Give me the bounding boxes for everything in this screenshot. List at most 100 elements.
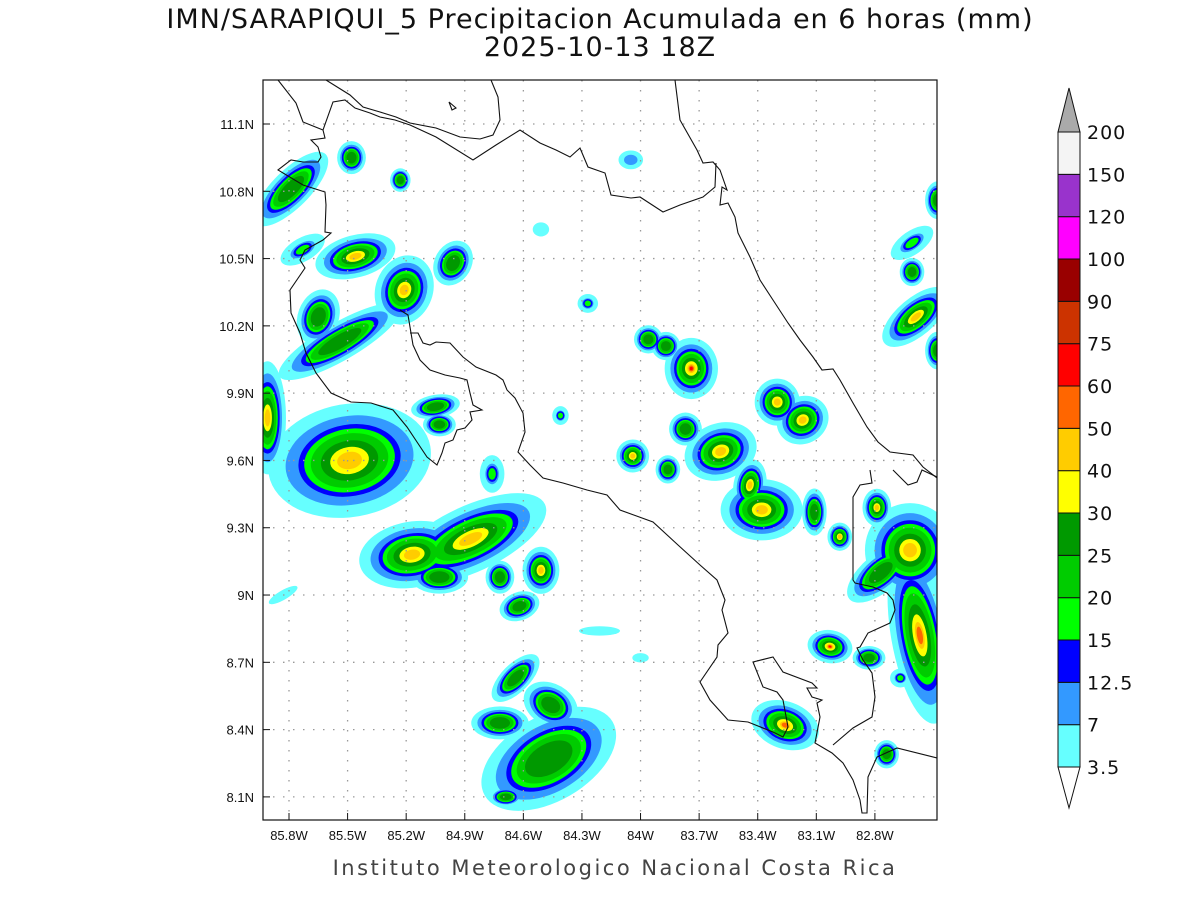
colorbar-label: 7	[1087, 715, 1100, 737]
precip-contour-25	[277, 175, 305, 203]
precip-contour-15	[905, 237, 919, 249]
lat-tick-label: 10.5N	[219, 252, 254, 267]
colorbar-swatch	[1057, 131, 1081, 175]
precip-contour-25	[933, 193, 937, 207]
precip-contour-3.5	[532, 222, 550, 237]
colorbar-label: 12.5	[1087, 672, 1133, 694]
precip-contour-40	[903, 542, 917, 558]
precip-contour-15	[557, 412, 563, 419]
colorbar-swatch	[1057, 554, 1081, 599]
precip-contour-40	[910, 312, 922, 322]
colorbar-swatch	[1057, 639, 1081, 683]
lon-tick-label: 85.5W	[329, 828, 367, 843]
precip-contour-25	[660, 341, 671, 352]
precip-contour-25	[433, 420, 446, 429]
precip-contour-25	[643, 334, 654, 345]
island	[448, 101, 457, 111]
precip-contour-25	[426, 402, 445, 411]
colorbar-swatch	[1057, 681, 1081, 726]
precip-contour-25	[494, 571, 505, 583]
footer-credit: Instituto Meteorologico Nacional Costa R…	[332, 856, 898, 880]
lat-tick-label: 9.6N	[227, 453, 254, 468]
lat-tick-label: 8.1N	[227, 790, 254, 805]
colorbar-label: 120	[1087, 207, 1126, 229]
colorbar-label: 150	[1087, 164, 1126, 186]
lon-tick-label: 85.8W	[270, 828, 308, 843]
precip-contour-3.5	[579, 626, 621, 636]
precip-contour-50	[781, 722, 789, 728]
precip-contour-25	[500, 793, 512, 801]
precip-contour-25	[507, 669, 524, 687]
precip-contour-25	[429, 571, 450, 583]
precip-contour-40	[837, 534, 842, 539]
colorbar-swatch	[1057, 258, 1081, 302]
precip-contour-25	[489, 717, 511, 729]
axis-ticks: 85.8W 85.5W 85.2W 84.9W 84.6W 84.3W 84W 83.7W 83…	[219, 117, 894, 843]
colorbar-swatch	[1057, 512, 1081, 556]
lon-tick-label: 83.4W	[739, 828, 777, 843]
precip-contour-15	[295, 244, 310, 255]
lat-tick-label: 9.9N	[227, 386, 254, 401]
precip-contour-40	[630, 453, 636, 459]
coastlines	[277, 80, 937, 814]
lon-tick-label: 84.9W	[446, 828, 484, 843]
colorbar-label: 20	[1087, 588, 1113, 610]
costa-rica-panama-border	[832, 469, 896, 746]
map-timestamp: 2025-10-13 18Z	[483, 32, 717, 63]
colorbar-label: 75	[1087, 334, 1113, 356]
colorbar-label: 100	[1087, 249, 1126, 271]
colorbar-swatch	[1057, 300, 1081, 345]
grid-lines	[263, 80, 937, 820]
lake-nicaragua-shore	[325, 80, 501, 140]
precip-contour-25	[525, 740, 573, 778]
lat-tick-label: 8.4N	[227, 723, 254, 738]
precip-contour-40	[399, 284, 409, 296]
gulf-nicoya-shore	[410, 332, 937, 814]
precip-contour-25	[396, 175, 404, 185]
precip-contour-25	[810, 503, 819, 521]
colorbar-label: 15	[1087, 630, 1113, 652]
precip-contour-25	[346, 151, 357, 164]
lat-tick-label: 10.8N	[219, 184, 254, 199]
precip-contour-25	[318, 328, 362, 356]
colorbar-swatch	[1057, 343, 1081, 387]
precip-contour-50	[916, 626, 924, 645]
lon-tick-label: 84W	[627, 828, 654, 843]
lon-tick-label: 82.8W	[856, 828, 894, 843]
colorbar-label: 30	[1087, 503, 1113, 525]
lon-tick-label: 83.1W	[798, 828, 836, 843]
precip-contour-25	[663, 464, 673, 475]
precip-contour-25	[863, 653, 875, 662]
colorbar-label: 90	[1087, 291, 1113, 313]
colorbar-under-triangle	[1057, 766, 1081, 810]
precip-contour-60	[828, 645, 832, 648]
precip-contour-40	[264, 409, 271, 427]
precip-contour-25	[446, 255, 461, 271]
colorbar: 3.5 7 12.5 15 20 25 30 40 50 60 75 90 100 120 150 200	[1057, 87, 1133, 810]
precip-contour-40	[403, 549, 421, 560]
precip-contour-40	[874, 504, 880, 511]
map-frame	[262, 79, 938, 821]
bocas-coast	[892, 469, 937, 486]
precip-contour-40	[747, 481, 753, 490]
colorbar-swatch	[1057, 427, 1081, 472]
precip-contour-7	[624, 154, 638, 166]
precip-contour-60	[689, 366, 693, 371]
precip-contour-25	[541, 696, 561, 714]
precip-contour-40	[798, 416, 807, 424]
precipitation-field	[263, 141, 937, 811]
lat-tick-label: 10.2N	[219, 319, 254, 334]
precip-contour-40	[538, 566, 544, 574]
colorbar-label: 3.5	[1087, 757, 1120, 779]
lat-tick-label: 9N	[237, 588, 254, 603]
lat-tick-label: 11.1N	[220, 117, 254, 132]
precip-contour-25	[933, 343, 937, 358]
colorbar-label: 25	[1087, 545, 1113, 567]
colorbar-swatch	[1057, 724, 1081, 768]
colorbar-label: 60	[1087, 376, 1113, 398]
caribbean-coast	[674, 80, 937, 479]
colorbar-swatch	[1057, 216, 1081, 260]
nicaragua-costa-rica-border	[322, 99, 717, 213]
colorbar-label: 50	[1087, 418, 1113, 440]
